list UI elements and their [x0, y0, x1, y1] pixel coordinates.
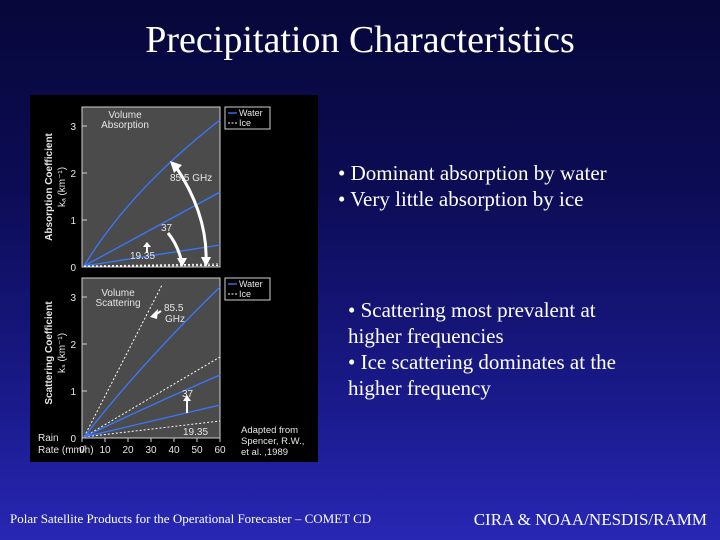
top-arrowhead-19	[143, 242, 151, 247]
top-legend-water: Water	[239, 108, 263, 118]
bottom-xtick-10: 10	[99, 445, 111, 456]
bottom-label-line2: Scattering	[95, 298, 140, 309]
coefficient-figure: 0 1 2 3 Absorption Coefficient kₐ (km⁻¹)…	[30, 95, 318, 462]
bottom-freq-19-label: 19.35	[183, 427, 208, 438]
bullet-line: • Dominant absorption by water	[338, 161, 607, 185]
bottom-xtick-0: 0	[79, 445, 85, 456]
bullet-line: • Scattering most prevalent at	[348, 298, 596, 322]
top-arrowhead-85-down	[201, 257, 211, 267]
top-arrowhead-85-up	[170, 161, 182, 173]
bullet-line: higher frequencies	[348, 324, 504, 348]
top-freq-85-label: 85.5 GHz	[170, 173, 212, 184]
figure-svg: 0 1 2 3 Absorption Coefficient kₐ (km⁻¹)…	[38, 106, 304, 458]
bottom-water-37-curve	[83, 374, 221, 438]
bottom-ice-19-curve	[83, 420, 221, 438]
bottom-xtick-50: 50	[191, 445, 203, 456]
bottom-ytick-0: 0	[70, 434, 76, 445]
slide-title: Precipitation Characteristics	[145, 19, 575, 61]
bottom-arrowhead-37	[183, 395, 191, 401]
top-label-line1: Volume	[108, 110, 142, 121]
bottom-arrowhead-85	[150, 309, 158, 319]
top-arrowhead-37	[177, 258, 187, 267]
bottom-freq-37-label: 37	[182, 389, 194, 400]
bottom-xtick-20: 20	[122, 445, 134, 456]
bottom-ytick-3: 3	[70, 293, 76, 304]
top-freq-37-label: 37	[161, 223, 173, 234]
top-ylabel: Absorption Coefficient	[44, 132, 55, 240]
bullet-line: • Ice scattering dominates at the	[348, 350, 616, 374]
top-label-line2: Absorption	[101, 120, 149, 131]
bullet-line: higher frequency	[348, 376, 491, 400]
top-ice-37-curve	[83, 265, 221, 267]
top-ytick-1: 1	[70, 216, 76, 227]
top-water-85-curve	[83, 119, 221, 267]
footer-source: Polar Satellite Products for the Operati…	[10, 511, 372, 526]
bullets-absorption: • Dominant absorption by water • Very li…	[338, 160, 607, 212]
bottom-unit: kₛ (km⁻¹)	[57, 333, 68, 373]
credit-line3: et al. ,1989	[241, 447, 288, 458]
top-water-37-curve	[83, 191, 221, 267]
bottom-label-line1: Volume	[101, 288, 135, 299]
top-freq-19-label: 19.35	[130, 251, 155, 262]
top-arrow-85	[174, 166, 208, 264]
top-ytick-3: 3	[70, 122, 76, 133]
bottom-legend-water: Water	[239, 279, 263, 289]
bottom-xtick-60: 60	[214, 445, 226, 456]
bullets-scattering: • Scattering most prevalent at higher fr…	[348, 297, 616, 401]
bottom-xtick-30: 30	[145, 445, 157, 456]
top-ice-85-curve	[83, 263, 221, 267]
bottom-legend-ice: Ice	[239, 289, 251, 299]
top-plot-area	[81, 106, 221, 268]
bottom-xlabel-line1: Rain	[38, 433, 59, 444]
bottom-ice-85-curve	[83, 284, 163, 438]
bottom-xlabel-line2: Rate (mm/h)	[38, 445, 94, 456]
bottom-water-19-curve	[83, 404, 221, 438]
bottom-ylabel: Scattering Coefficient	[44, 301, 55, 405]
bottom-water-85-curve	[83, 286, 221, 438]
top-water-19-curve	[83, 244, 221, 267]
bottom-ytick-2: 2	[70, 340, 76, 351]
bullet-line: • Very little absorption by ice	[338, 187, 584, 211]
bottom-ytick-1: 1	[70, 387, 76, 398]
bottom-freq-85-line1: 85.5	[164, 303, 184, 314]
top-ytick-2: 2	[70, 169, 76, 180]
top-unit: kₐ (km⁻¹)	[57, 167, 68, 207]
bottom-freq-85-line2: GHz	[165, 314, 185, 325]
top-ytick-0: 0	[70, 263, 76, 274]
credit-line2: Spencer, R.W.,	[241, 436, 304, 447]
top-legend-ice: Ice	[239, 118, 251, 128]
bottom-xtick-40: 40	[168, 445, 180, 456]
footer-organization: CIRA & NOAA/NESDIS/RAMM	[473, 510, 707, 529]
credit-line1: Adapted from	[241, 425, 298, 436]
